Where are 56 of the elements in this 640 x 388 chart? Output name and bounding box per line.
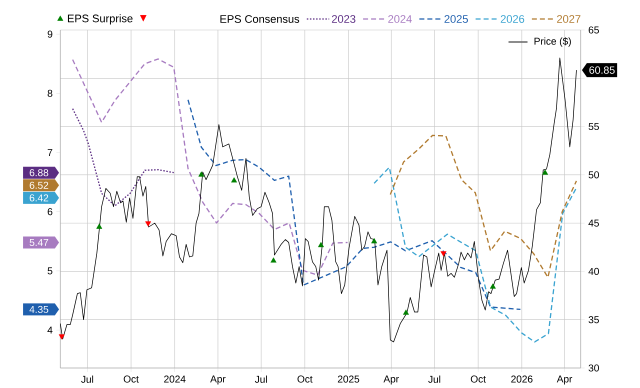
y-tick-label: 4	[47, 326, 52, 334]
y2-tick-label: 35	[588, 316, 599, 324]
text: 5.47	[30, 239, 48, 246]
x-tick-label: 2026	[511, 376, 533, 383]
y2-tick-label: 65	[588, 26, 599, 34]
line-series	[390, 134, 578, 278]
point	[198, 172, 204, 177]
line-series	[72, 58, 348, 276]
y-tick-label: 8	[48, 90, 52, 97]
y2-tick-label: 55	[588, 123, 599, 130]
y2-tick-label: 30	[588, 364, 599, 372]
series-label: Price ($)	[534, 37, 571, 47]
text: 4.35	[29, 306, 48, 314]
point	[318, 242, 324, 248]
y2-tick-label: 45	[588, 220, 599, 227]
point	[440, 251, 446, 257]
text: 6.88	[30, 169, 48, 176]
text: 6.42	[30, 194, 48, 202]
line-series	[187, 99, 522, 310]
legend-label: 2024	[388, 15, 412, 23]
point	[145, 221, 152, 227]
x-tick-label: Apr	[556, 376, 572, 385]
x-tick-label: Jul	[428, 376, 440, 383]
y-tick-label: 7	[48, 149, 52, 156]
point	[270, 257, 276, 263]
x-tick-label: Oct	[298, 376, 313, 383]
point	[371, 238, 378, 244]
x-tick-label: Jul	[254, 376, 267, 383]
line-series	[374, 166, 578, 343]
y-tick-label: 9	[48, 30, 52, 38]
legend-label: 2023	[332, 15, 356, 23]
text: 6.52	[30, 182, 48, 189]
x-tick-label: Oct	[124, 376, 139, 383]
y2-tick-label: 50	[588, 171, 599, 178]
point	[490, 284, 496, 289]
text: 60.85	[589, 66, 615, 74]
line-series	[72, 108, 174, 207]
legend-label: EPS Surprise	[68, 14, 133, 25]
x-tick-label: 2025	[338, 376, 360, 383]
point	[403, 310, 409, 315]
point	[231, 177, 238, 183]
legend-title: EPS Consensus	[220, 15, 300, 23]
x-tick-label: Oct	[470, 376, 486, 383]
point	[96, 224, 102, 229]
point	[542, 170, 548, 175]
point	[58, 334, 65, 340]
x-tick-label: 2024	[164, 376, 186, 383]
y-tick-label: 6	[48, 208, 52, 216]
y-tick-label: 5	[48, 268, 52, 274]
y2-tick-label: 40	[588, 268, 599, 276]
x-tick-label: Apr	[383, 376, 399, 385]
x-tick-label: Jul	[81, 376, 94, 383]
x-tick-label: Apr	[210, 376, 226, 385]
legend-label: 2025	[444, 15, 468, 23]
legend-label: 2027	[557, 15, 580, 23]
legend-label: 2026	[500, 15, 524, 23]
